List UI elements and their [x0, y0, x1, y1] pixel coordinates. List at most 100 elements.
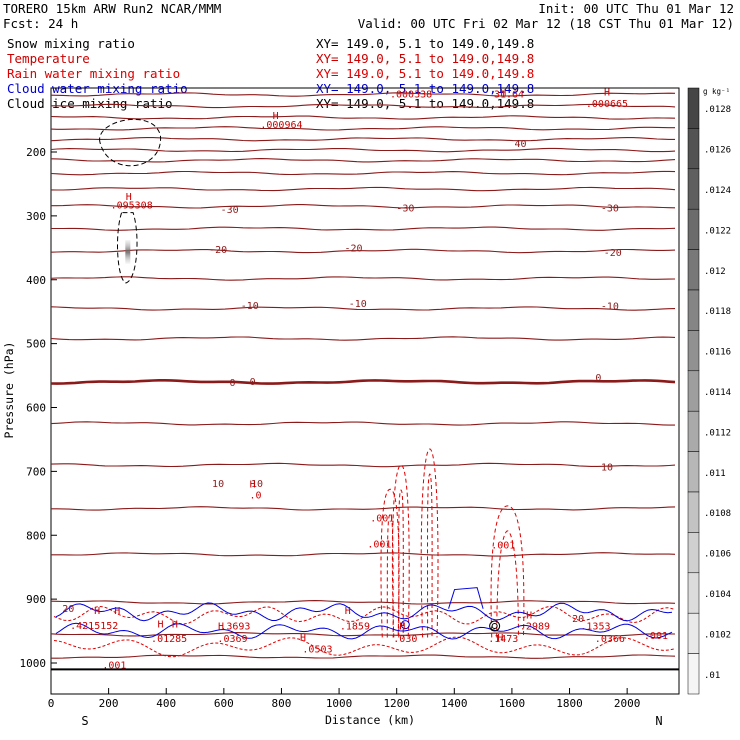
colorbar-tick-label: .0126: [704, 146, 731, 156]
isotherm-line: [50, 186, 676, 192]
header-valid-time: Valid: 00 UTC Fri 02 Mar 12 (18 CST Thu …: [358, 16, 734, 31]
colorbar-tick-label: .0104: [704, 590, 731, 600]
colorbar-swatch: [687, 410, 700, 452]
legend-snow-xy: XY= 149.0, 5.1 to 149.0,149.8: [316, 36, 534, 51]
isotherm-line: [50, 248, 676, 254]
x-tick-label: 1400: [441, 697, 468, 710]
isotherm-line: [50, 632, 676, 637]
isotherm-line: [51, 506, 676, 511]
isotherm-label: 10: [601, 462, 613, 473]
rain-plume-inner-contour: [496, 530, 519, 638]
max-annotation: .030: [393, 634, 417, 645]
isotherm-label: -20: [604, 248, 622, 259]
max-annotation: H: [114, 606, 120, 617]
isotherm-label: -10: [241, 301, 259, 312]
colorbar-swatch: [687, 168, 700, 210]
max-annotation: H: [126, 192, 132, 203]
isotherm-label: -10: [601, 301, 619, 312]
max-annotation: .0503: [302, 644, 332, 655]
isotherm-line: [50, 276, 676, 281]
max-annotation: .0366: [595, 634, 625, 645]
y-tick-label: 500: [26, 338, 46, 351]
max-annotation: .0: [250, 491, 262, 502]
isotherm-line: [51, 103, 676, 109]
rain-plume-contour: [490, 505, 525, 638]
y-tick-label: 400: [26, 274, 46, 287]
colorbar-swatch: [687, 653, 700, 695]
rain-plume-inner-contour: [386, 513, 394, 638]
isotherm-line: [50, 379, 676, 385]
y-tick-label: 600: [26, 402, 46, 415]
colorbar-tick-label: .0106: [704, 550, 731, 560]
max-annotation: .000338: [390, 89, 432, 100]
max-annotation: .095308: [111, 201, 153, 212]
x-tick-label: 400: [156, 697, 176, 710]
isotherm-line: [50, 126, 675, 131]
isotherm-line: [50, 306, 676, 311]
max-annotation: .001: [102, 660, 126, 671]
y-tick-label: 700: [26, 465, 46, 478]
rain-contour-label: .001: [491, 540, 515, 551]
header-init-time: Init: 00 UTC Thu 01 Mar 12: [538, 1, 734, 16]
colorbar-swatch: [687, 491, 700, 533]
isotherm-line: [51, 552, 676, 557]
isotherm-line: [50, 600, 676, 605]
cloud-water-contour: [55, 602, 673, 622]
isotherm-line: [50, 137, 675, 142]
max-annotation: 31.64: [494, 89, 524, 100]
isotherm-label: 10: [251, 479, 263, 490]
colorbar-tick-label: .0102: [704, 630, 731, 640]
max-annotation: H: [300, 633, 306, 644]
isotherm-label: -30: [396, 204, 414, 215]
legend-cloudice-label: Cloud ice mixing ratio: [7, 96, 173, 111]
isotherm-line: [51, 226, 676, 231]
isotherm-line: [50, 421, 675, 426]
max-annotation: .001: [644, 631, 668, 642]
cloud-water-max-ring: [400, 620, 410, 630]
max-annotation: H: [172, 620, 178, 631]
isotherm-line: [50, 147, 676, 153]
y-tick-label: 800: [26, 529, 46, 542]
colorbar-tick-label: .0108: [704, 509, 731, 519]
endpoint-south: S: [81, 714, 88, 728]
header-model-run: TORERO 15km ARW Run2 NCAR/MMM: [3, 1, 221, 16]
plot-frame: [50, 87, 680, 695]
rain-plume-inner-contour: [427, 473, 433, 638]
colorbar-tick-label: .012: [704, 267, 726, 277]
isotherm-line: [50, 336, 676, 341]
rain-contour-label: .001: [370, 514, 394, 525]
colorbar-swatch: [687, 451, 700, 493]
colorbar-swatch: [687, 532, 700, 574]
header-forecast-hour: Fcst: 24 h: [3, 16, 78, 31]
max-annotation: H: [399, 621, 405, 632]
max-annotation: .1353: [580, 621, 610, 632]
legend-snow-label: Snow mixing ratio: [7, 36, 135, 51]
max-annotation: H: [273, 111, 279, 122]
isotherm-label: 0: [250, 377, 256, 388]
x-tick-label: 2000: [614, 697, 641, 710]
max-annotation: H: [526, 611, 532, 622]
colorbar-tick-label: .0124: [704, 186, 731, 196]
max-annotation: H: [497, 633, 503, 644]
y-tick-label: 200: [26, 146, 46, 159]
endpoint-north: N: [655, 714, 662, 728]
max-annotation: H: [250, 480, 256, 491]
isotherm-label: 20: [572, 614, 584, 625]
isotherm-label: 0: [595, 373, 601, 384]
colorbar: .0128 .0126 .0124 .0122 .012 .0118 .0116 .0114.…: [687, 87, 731, 695]
colorbar-unit: g kg⁻¹: [703, 87, 730, 96]
max-annotation: .000665: [586, 99, 628, 110]
isotherm-line: [50, 170, 676, 176]
rain-contour-label: .001: [367, 540, 391, 551]
colorbar-swatch: [687, 249, 700, 291]
colorbar-swatch: [687, 330, 700, 372]
colorbar-tick-label: .0112: [704, 428, 731, 438]
max-annotation: .0369: [217, 634, 247, 645]
max-annotation: H: [604, 87, 610, 98]
max-annotation: H: [218, 621, 224, 632]
isotherm-line: [50, 158, 676, 163]
isotherm-line: [51, 204, 676, 209]
field-legend: Snow mixing ratio XY= 149.0, 5.1 to 149.…: [7, 36, 534, 111]
